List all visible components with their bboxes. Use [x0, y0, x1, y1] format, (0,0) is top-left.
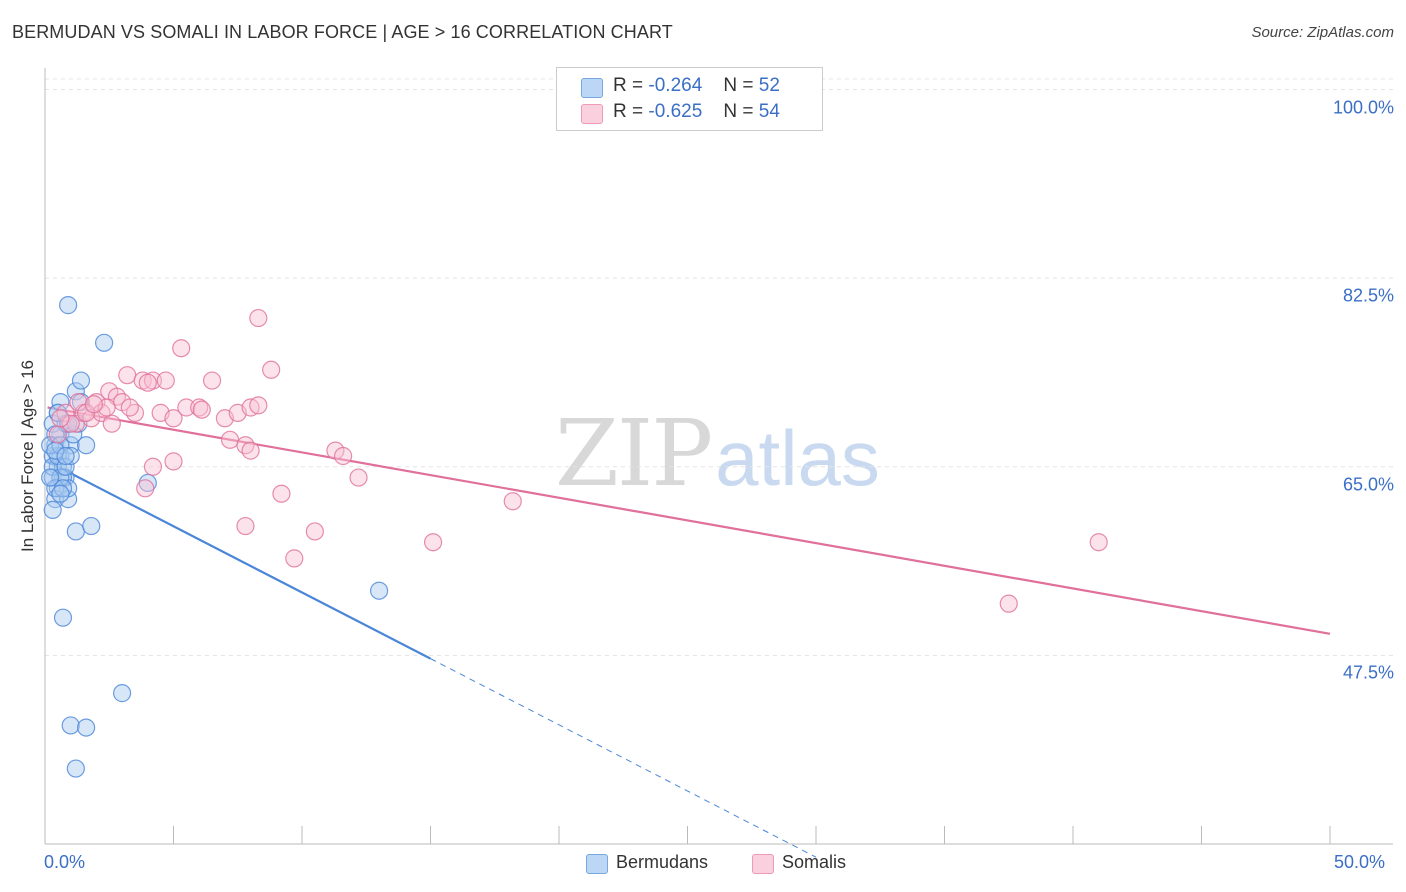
point-somalis: [136, 479, 155, 498]
point-bermudans: [370, 581, 389, 600]
legend-r-value: -0.625: [648, 101, 703, 122]
point-somalis: [172, 339, 191, 358]
point-somalis: [220, 430, 240, 449]
legend-n-label: N =: [723, 75, 754, 96]
point-somalis: [125, 403, 145, 422]
point-somalis: [236, 436, 255, 455]
point-somalis: [82, 409, 101, 428]
point-somalis: [164, 409, 183, 428]
y-tick-label: 65.0%: [1342, 474, 1394, 495]
correlation-legend: R = -0.264 N = 52 R = -0.625 N = 54: [556, 67, 823, 131]
y-tick-label: 47.5%: [1342, 662, 1394, 683]
point-somalis: [236, 516, 255, 536]
point-bermudans: [59, 296, 78, 315]
point-somalis: [118, 366, 137, 385]
bottom-legend-swatch-pink: [752, 854, 774, 874]
point-somalis: [143, 457, 163, 476]
point-somalis: [120, 398, 139, 417]
point-somalis: [349, 468, 368, 487]
point-bermudans: [53, 608, 73, 627]
point-bermudans: [43, 500, 62, 519]
point-bermudans: [66, 759, 85, 778]
point-somalis: [102, 414, 121, 433]
point-bermudans: [56, 446, 75, 466]
point-bermudans: [64, 425, 83, 444]
point-bermudans: [51, 393, 70, 412]
point-somalis: [61, 414, 80, 433]
point-somalis: [999, 594, 1018, 613]
legend-swatch-blue: [581, 78, 603, 98]
point-somalis: [164, 452, 183, 471]
x-tick-label-min: 0.0%: [44, 852, 86, 872]
point-bermudans: [112, 684, 132, 703]
trend-line-bermudans: [47, 460, 432, 660]
trend-lines: [47, 406, 1331, 858]
source-label: Source: ZipAtlas.com: [1251, 24, 1394, 41]
point-somalis: [285, 549, 304, 568]
point-bermudans: [95, 333, 114, 352]
point-somalis: [190, 398, 209, 417]
legend-r-value: -0.264: [648, 75, 703, 96]
point-bermudans: [46, 479, 65, 498]
bottom-legend-swatch-blue: [586, 854, 608, 874]
bottom-legend-label: Somalis: [782, 852, 847, 872]
bottom-legend-label: Bermudans: [616, 852, 709, 872]
legend-swatch-pink: [581, 104, 603, 124]
point-bermudans: [77, 718, 96, 737]
point-somalis: [262, 360, 281, 379]
legend-n-value: 52: [758, 75, 780, 96]
point-somalis: [177, 398, 196, 417]
point-somalis: [249, 396, 268, 415]
trend-line-somalis: [47, 406, 1331, 635]
point-somalis: [423, 533, 443, 552]
trend-line-bermudans-extension: [430, 658, 817, 858]
point-somalis: [192, 400, 211, 419]
chart-title: BERMUDAN VS SOMALI IN LABOR FORCE | AGE …: [12, 22, 673, 42]
point-somalis: [249, 308, 268, 328]
axes: [44, 68, 1393, 845]
point-somalis: [241, 441, 260, 460]
legend-n-label: N =: [723, 101, 754, 122]
point-bermudans: [77, 436, 96, 455]
point-somalis: [272, 484, 291, 503]
point-somalis: [156, 371, 175, 390]
point-bermudans: [41, 468, 60, 487]
point-bermudans: [51, 468, 70, 487]
point-bermudans: [71, 371, 91, 390]
data-points: [41, 296, 1108, 778]
point-somalis: [202, 371, 222, 390]
point-bermudans: [51, 484, 70, 503]
point-somalis: [1089, 533, 1108, 552]
point-somalis: [503, 492, 522, 511]
point-bermudans: [56, 457, 75, 476]
point-bermudans: [66, 522, 85, 541]
legend-r-label: R =: [613, 101, 644, 122]
point-somalis: [305, 522, 324, 541]
point-somalis: [51, 409, 70, 428]
y-tick-label: 82.5%: [1342, 285, 1394, 306]
legend-n-value: 54: [758, 101, 780, 122]
point-bermudans: [82, 516, 101, 536]
y-tick-label: 100.0%: [1332, 97, 1394, 118]
x-tick-label-max: 50.0%: [1334, 852, 1386, 872]
point-bermudans: [61, 716, 80, 735]
legend-r-label: R =: [613, 75, 644, 96]
point-somalis: [334, 446, 353, 466]
y-axis-label: In Labor Force | Age > 16: [18, 359, 37, 553]
point-somalis: [84, 395, 103, 414]
gridlines: [45, 78, 1393, 656]
point-somalis: [138, 373, 157, 392]
point-bermudans: [66, 382, 85, 401]
